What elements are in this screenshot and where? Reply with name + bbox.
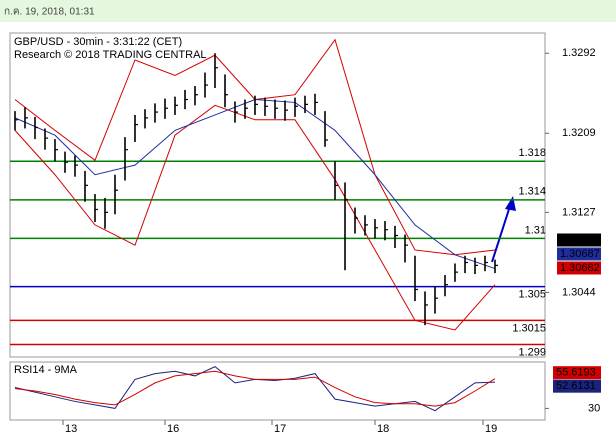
arrow-shaft	[491, 205, 511, 263]
x-tick-label: 18	[377, 423, 389, 435]
date-stamp: ก.ค. 19, 2018, 01:31	[4, 7, 95, 18]
y-tick-label: 1.3127	[562, 206, 596, 218]
chart-title: GBP/USD - 30min - 3:31:22 (CET)	[14, 36, 182, 48]
y-tick-label: 1.3292	[562, 47, 596, 59]
rsi-tag-label: 55.6193	[556, 367, 596, 379]
price-panel	[9, 32, 546, 358]
rsi-line	[14, 370, 496, 407]
x-tick-label: 13	[65, 423, 77, 435]
price-tag-label: 1.30687	[560, 248, 600, 260]
y-tick-label: 30	[588, 402, 600, 414]
level-label: 1.3015	[512, 322, 546, 334]
x-tick-label: 16	[167, 423, 179, 435]
price-tag	[557, 247, 601, 261]
indicator-line	[14, 104, 496, 331]
x-tick-label: 17	[274, 423, 286, 435]
price-tag-label: 1.3072	[560, 234, 594, 246]
header-bar	[0, 0, 616, 22]
rsi-panel	[9, 361, 546, 421]
rsi-title: RSI14 - 9MA	[14, 364, 78, 376]
level-label: 1.305	[518, 289, 546, 301]
y-tick-label: 1.3044	[562, 286, 596, 298]
rsi-tag	[553, 366, 601, 380]
price-tag	[557, 233, 601, 247]
chart-subtitle: Research © 2018 TRADING CENTRAL	[14, 49, 207, 61]
rsi-tag	[553, 379, 601, 393]
price-tag-label: 1.30682	[560, 262, 600, 274]
level-label: 1.318	[518, 147, 546, 159]
level-label: 1.314	[518, 186, 546, 198]
y-tick-label: 1.3209	[562, 127, 596, 139]
level-label: 1.31	[525, 224, 546, 236]
level-label: 1.299	[518, 346, 546, 358]
price-tag	[557, 261, 601, 275]
rsi-tag-label: 52.6131	[556, 380, 596, 392]
x-tick-label: 19	[485, 423, 497, 435]
